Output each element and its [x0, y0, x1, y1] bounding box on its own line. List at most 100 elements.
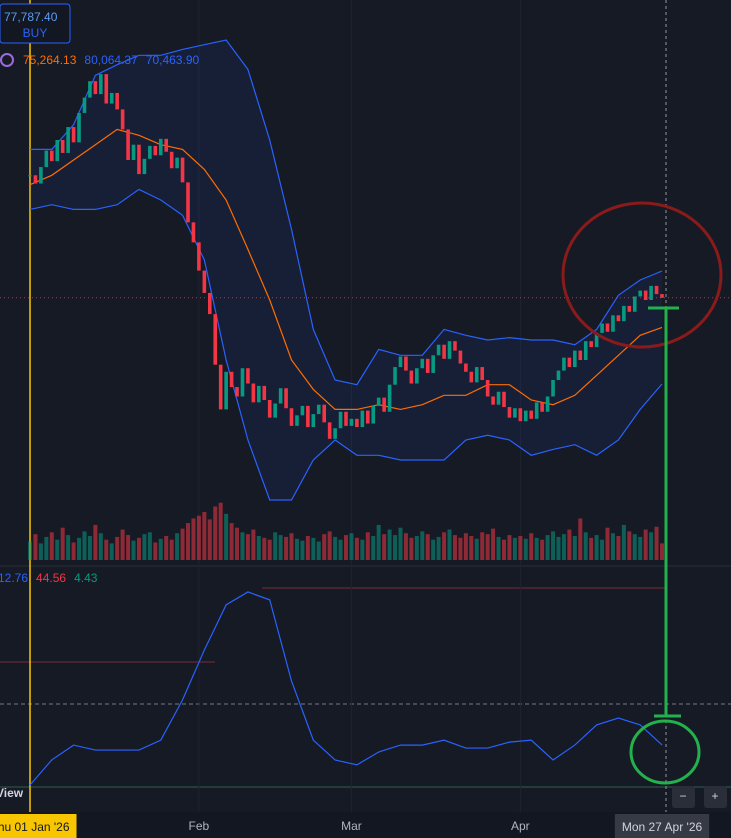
volume-bar — [28, 541, 32, 560]
volume-bar — [376, 524, 381, 560]
volume-bar — [621, 524, 626, 560]
volume-bar — [284, 536, 289, 560]
candle-body — [589, 341, 593, 348]
volume-bar — [382, 534, 387, 560]
volume-bar — [551, 531, 556, 560]
candle-body — [638, 290, 643, 297]
candle-body — [453, 341, 457, 351]
volume-bar — [480, 532, 485, 560]
price: 77,787.40 — [4, 10, 58, 24]
candle-body — [120, 109, 125, 130]
candle-body — [551, 380, 555, 397]
candle-body — [562, 357, 566, 371]
candle-body — [153, 145, 158, 156]
candle-body — [409, 370, 414, 384]
volume-bar — [278, 535, 283, 560]
volume-bar — [251, 529, 256, 560]
volume-bar — [186, 523, 190, 560]
candle-body — [44, 150, 49, 168]
volume-bar — [485, 534, 490, 560]
candle-body — [327, 422, 332, 439]
candle-body — [513, 408, 517, 418]
volume-bar — [594, 535, 599, 560]
candle-body — [104, 74, 109, 104]
crosshair-label-bg — [614, 814, 710, 838]
volume-bar — [196, 515, 201, 560]
volume-bar — [452, 535, 457, 560]
x-tick-label: Mar — [341, 819, 362, 833]
volume-bar — [213, 506, 218, 560]
volume-bar — [66, 535, 71, 560]
candle-body — [180, 157, 185, 183]
volume-bar — [507, 535, 512, 560]
candle-body — [316, 404, 321, 415]
candle-body — [583, 341, 588, 360]
legend-value: 70,463.90 — [146, 53, 200, 67]
volume-bar — [600, 539, 605, 560]
side: BUY — [23, 26, 48, 40]
candle-body — [262, 385, 267, 400]
volume-bar — [447, 529, 452, 560]
indicator-value: 44.56 — [36, 571, 66, 585]
volume-bar — [229, 523, 234, 560]
candle-body — [66, 127, 70, 153]
candle-body — [235, 387, 239, 397]
volume-bar — [529, 533, 534, 560]
volume-bar — [147, 532, 152, 560]
candle-body — [567, 357, 572, 368]
volume-bar — [131, 540, 136, 560]
volume-bar — [180, 528, 185, 560]
candle-body — [469, 371, 474, 383]
volume-bar — [360, 539, 365, 560]
candle-body — [322, 404, 327, 423]
volume-bar — [289, 533, 294, 560]
candle-body — [627, 305, 632, 312]
volume-bar — [120, 529, 125, 560]
volume-bar — [425, 534, 430, 560]
candle-body — [164, 138, 169, 152]
candle-body — [99, 74, 103, 95]
candle-body — [77, 112, 81, 143]
volume-bar — [104, 539, 109, 560]
candle-body — [616, 315, 621, 322]
volume-bar — [33, 534, 38, 560]
annotation-circle — [629, 719, 701, 785]
volume-bar — [240, 532, 245, 560]
volume-bar — [115, 536, 120, 560]
candle-body — [311, 414, 316, 428]
zoom-in-button[interactable] — [704, 786, 727, 808]
candle-body — [229, 371, 234, 388]
candle-body — [507, 407, 512, 418]
candle-body — [622, 305, 626, 322]
volume-bar — [365, 532, 370, 560]
candle-body — [137, 144, 141, 175]
band-line — [29, 128, 663, 411]
candle-body — [93, 81, 98, 95]
volume-bar — [349, 533, 354, 560]
volume-bar — [93, 524, 98, 560]
zoom-in-label: + — [711, 789, 718, 803]
candle-body — [28, 175, 32, 177]
candle-body — [431, 355, 435, 373]
candle-body — [420, 358, 425, 369]
candle-body — [502, 391, 506, 408]
volume-bar — [207, 519, 212, 560]
candle-body — [191, 222, 196, 243]
candle-body — [218, 364, 223, 410]
volume-bar — [311, 537, 316, 560]
volume-bar — [38, 543, 43, 560]
candle-body — [393, 367, 397, 385]
volume-bar — [158, 538, 163, 560]
candle-body — [376, 397, 381, 406]
volume-bar — [403, 533, 408, 560]
indicator-icon — [0, 53, 14, 67]
candle-body — [257, 385, 261, 403]
candle-body — [594, 332, 599, 348]
zoom-out-button[interactable] — [672, 786, 695, 808]
volume-bar — [398, 527, 403, 560]
price-box[interactable] — [0, 3, 71, 44]
candle-body — [491, 396, 495, 405]
candle-body — [654, 285, 659, 295]
candle-body — [284, 388, 288, 409]
